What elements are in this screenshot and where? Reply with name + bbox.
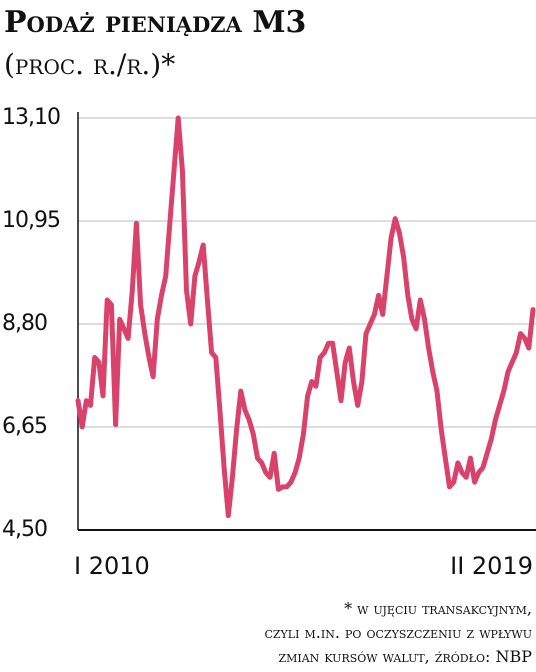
y-tick-label: 13,10 xyxy=(2,105,60,130)
chart-subtitle: (proc. r./r.)* xyxy=(4,48,175,81)
y-tick-label: 8,80 xyxy=(2,311,47,336)
footnote: czyli m.in. po oczyszczeniu z wpływu xyxy=(264,623,532,642)
x-tick-label: I 2010 xyxy=(74,552,150,580)
y-tick-label: 6,65 xyxy=(2,414,47,439)
data-line xyxy=(75,115,536,519)
y-tick-label: 10,95 xyxy=(2,208,60,233)
x-tick-label: II 2019 xyxy=(450,552,533,580)
footnote: * w ujęciu transakcyjnym, xyxy=(344,599,532,618)
y-tick-label: 4,50 xyxy=(2,517,47,542)
chart-title: Podaż pieniądza M3 xyxy=(4,5,306,40)
footnote: zmian kursów walut, źródło: NBP xyxy=(278,647,532,666)
